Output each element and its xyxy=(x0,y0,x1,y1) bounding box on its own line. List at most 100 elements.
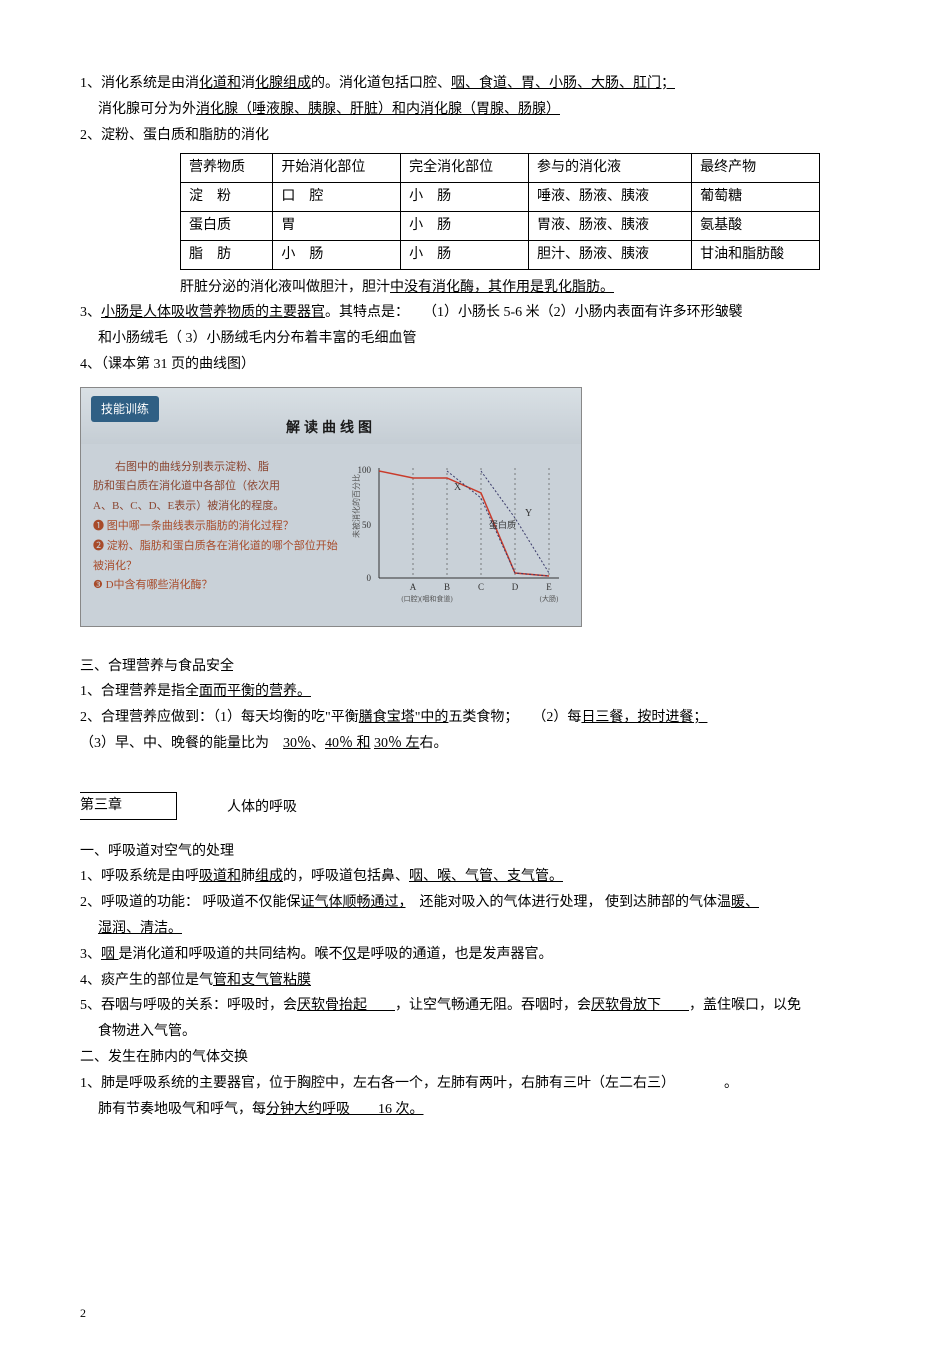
underline: 中没有消化酶，其作用是乳化脂肪。 xyxy=(390,280,614,295)
text: 1、呼吸系统是由呼 xyxy=(80,869,199,884)
svg-text:Y: Y xyxy=(525,508,532,519)
td: 脂 肪 xyxy=(181,240,273,269)
underline: 管和支气管粘膜 xyxy=(213,973,311,988)
resp-h2: 二、发生在肺内的气体交换 xyxy=(80,1046,870,1070)
text: 肺有节奏地吸气和呼气，每 xyxy=(98,1102,266,1117)
resp-l2b: 湿润、清洁。 xyxy=(80,917,870,941)
text: 右。 xyxy=(420,736,448,751)
figure-q1: ❶ 图中哪一条曲线表示脂肪的消化过程？ xyxy=(93,517,341,537)
td: 胃 xyxy=(273,211,401,240)
underline: 消化腺（唾液腺、胰腺、肝脏）和内 xyxy=(196,102,420,117)
sec3-l1: 1、合理营养是指全面而平衡的营养。 xyxy=(80,680,870,704)
text: 肝脏分泌的消化液叫做胆汁，胆汁 xyxy=(180,280,390,295)
underline: 30％ 左 xyxy=(374,736,420,751)
td: 胃液、肠液、胰液 xyxy=(528,211,691,240)
th: 完全消化部位 xyxy=(401,154,529,183)
text: 5、吞咽与呼吸的关系：呼吸时，会 xyxy=(80,998,297,1013)
text: 1、合理营养是指全 xyxy=(80,684,199,699)
table-row: 淀 粉 口 腔 小 肠 唾液、肠液、胰液 葡萄糖 xyxy=(181,183,820,212)
text: 的，呼吸道包括鼻、 xyxy=(283,869,409,884)
text: 、 xyxy=(311,736,325,751)
td: 小 肠 xyxy=(401,211,529,240)
resp-l4: 4、痰产生的部位是气管和支气管粘膜 xyxy=(80,969,870,993)
digestion-chart: 100 50 0 X 蛋白质 Y A B xyxy=(349,458,569,608)
resp-l6: 1、肺是呼吸系统的主要器官，位于胸腔中，左右各一个，左肺有两叶，右肺有三叶（左二… xyxy=(80,1072,870,1096)
td: 小 肠 xyxy=(273,240,401,269)
underline: 分钟大约呼吸 16 次。 xyxy=(266,1102,424,1117)
section-3-title: 三、合理营养与食品安全 xyxy=(80,655,870,679)
svg-text:C: C xyxy=(478,582,484,592)
td: 口 腔 xyxy=(273,183,401,212)
underline: 厌软骨抬起 xyxy=(297,998,395,1013)
th: 最终产物 xyxy=(692,154,820,183)
underline: 30％ xyxy=(283,736,311,751)
chart-svg: 100 50 0 X 蛋白质 Y A B xyxy=(349,458,569,608)
para-digestion-heading: 2、淀粉、蛋白质和脂肪的消化 xyxy=(80,124,870,148)
resp-l3: 3、咽 是消化道和呼吸道的共同结构。喉不仅是呼吸的通道，也是发声器官。 xyxy=(80,943,870,967)
table-header-row: 营养物质 开始消化部位 完全消化部位 参与的消化液 最终产物 xyxy=(181,154,820,183)
text: ，让空气畅通无阻。吞咽时，会 xyxy=(395,998,591,1013)
figure-body: 右图中的曲线分别表示淀粉、脂 肪和蛋白质在消化道中各部位（依次用 A、B、C、D… xyxy=(81,444,581,626)
underline: 组成 xyxy=(255,869,283,884)
td: 唾液、肠液、胰液 xyxy=(528,183,691,212)
resp-l1: 1、呼吸系统是由呼吸道和肺组成的，呼吸道包括鼻、咽、喉、气管、支气管。 xyxy=(80,865,870,889)
underline: 湿润、清洁。 xyxy=(98,921,182,936)
sec3-l3: （3）早、中、晚餐的能量比为 30％、40％ 和 30％ 左右。 xyxy=(80,732,870,756)
svg-text:B: B xyxy=(444,582,450,592)
text: 3、 xyxy=(80,305,101,320)
figure-intro: 右图中的曲线分别表示淀粉、脂 肪和蛋白质在消化道中各部位（依次用 A、B、C、D… xyxy=(93,458,341,517)
text: 3、 xyxy=(80,947,101,962)
para-curve-ref: 4、（课本第 31 页的曲线图） xyxy=(80,353,870,377)
digestion-table: 营养物质 开始消化部位 完全消化部位 参与的消化液 最终产物 淀 粉 口 腔 小… xyxy=(180,153,820,269)
text: 。其特点是： （1）小肠长 5-6 米（2）小肠内表面有许多环形皱襞 xyxy=(325,305,743,320)
underline: 面而平衡的营养。 xyxy=(199,684,311,699)
th: 开始消化部位 xyxy=(273,154,401,183)
chapter-title: 人体的呼吸 xyxy=(227,796,297,820)
underline: 小肠是人体吸收营养物质的主要器官 xyxy=(101,305,325,320)
skill-figure: 技能训练 解读曲线图 右图中的曲线分别表示淀粉、脂 肪和蛋白质在消化道中各部位（… xyxy=(80,387,582,627)
underline: 厌软骨放下 xyxy=(591,998,689,1013)
figure-q3: ❸ D中含有哪些消化酶？ xyxy=(93,576,341,596)
resp-l2: 2、呼吸道的功能： 呼吸道不仅能保证气体顺畅通过， 还能对吸入的气体进行处理， … xyxy=(80,891,870,915)
text: （3）早、中、晚餐的能量比为 xyxy=(80,736,283,751)
resp-l5b: 食物进入气管。 xyxy=(80,1020,870,1044)
para-glands: 消化腺可分为外消化腺（唾液腺、胰腺、肝脏）和内消化腺（胃腺、肠腺） xyxy=(80,98,870,122)
text: 消 xyxy=(241,76,255,91)
text: 2、合理营养应做到：（1）每天均衡的吃"平衡 xyxy=(80,710,359,725)
para-small-intestine-2: 和小肠绒毛（ 3）小肠绒毛内分布着丰富的毛细血管 xyxy=(80,327,870,351)
underline: 化腺组成 xyxy=(255,76,311,91)
underline: 咽、喉、气管、支气管。 xyxy=(409,869,563,884)
figure-text: 右图中的曲线分别表示淀粉、脂 肪和蛋白质在消化道中各部位（依次用 A、B、C、D… xyxy=(93,458,341,608)
svg-text:X: X xyxy=(454,482,462,493)
resp-l5: 5、吞咽与呼吸的关系：呼吸时，会厌软骨抬起 ，让空气畅通无阻。吞咽时，会厌软骨放… xyxy=(80,994,870,1018)
protein-label: 蛋白质 xyxy=(489,519,516,530)
text: 消化腺可分为外 xyxy=(98,102,196,117)
text: 2、呼吸道的功能： 呼吸道不仅能保 xyxy=(80,895,301,910)
text: 右图中的曲线分别表示淀粉、脂 xyxy=(115,461,269,473)
underline: 40％ 和 xyxy=(325,736,371,751)
underline: 吸道和 xyxy=(199,869,241,884)
svg-text:(口腔)(咽和食道): (口腔)(咽和食道) xyxy=(401,594,453,603)
text: 肪和蛋白质在消化道中各部位（依次用 xyxy=(93,480,280,492)
svg-text:50: 50 xyxy=(362,520,372,530)
page-number: 2 xyxy=(80,1303,86,1323)
text: 4、痰产生的部位是气 xyxy=(80,973,213,988)
svg-text:A: A xyxy=(410,582,417,592)
underline: 咽、食道、胃、小肠、大肠、肛门； xyxy=(451,76,675,91)
chapter-3-row: 第三章 人体的呼吸 xyxy=(80,792,870,820)
text: 是消化道和呼吸道的共同结构。喉不 xyxy=(119,947,343,962)
text: ，盖住喉口，以免 xyxy=(689,998,801,1013)
svg-text:D: D xyxy=(512,582,519,592)
underline: 膳食宝塔"中的 xyxy=(359,710,449,725)
underline: 证气体顺畅通过， xyxy=(301,895,406,910)
table-note: 肝脏分泌的消化液叫做胆汁，胆汁中没有消化酶，其作用是乳化脂肪。 xyxy=(80,276,870,300)
underline: 仅 xyxy=(343,947,357,962)
text: A、B、C、D、E表示）被消化的程度。 xyxy=(93,500,284,512)
figure-q2: ❷ 淀粉、脂肪和蛋白质各在消化道的哪个部位开始被消化？ xyxy=(93,537,341,577)
td: 甘油和脂肪酸 xyxy=(692,240,820,269)
td: 淀 粉 xyxy=(181,183,273,212)
td: 胆汁、肠液、胰液 xyxy=(528,240,691,269)
th: 营养物质 xyxy=(181,154,273,183)
para-small-intestine: 3、小肠是人体吸收营养物质的主要器官。其特点是： （1）小肠长 5-6 米（2）… xyxy=(80,301,870,325)
table-row: 脂 肪 小 肠 小 肠 胆汁、肠液、胰液 甘油和脂肪酸 xyxy=(181,240,820,269)
